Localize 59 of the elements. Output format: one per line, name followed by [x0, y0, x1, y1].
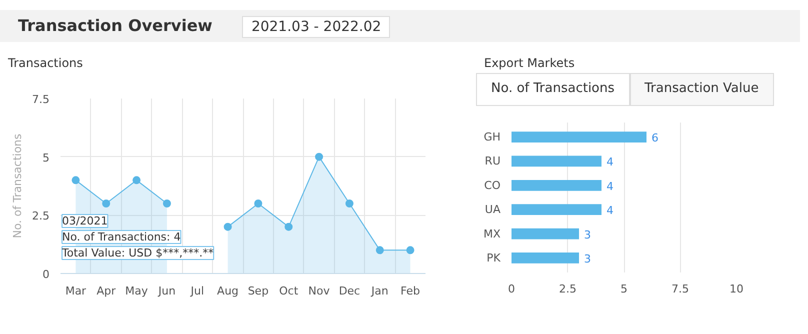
y-tick-label: RU	[484, 154, 501, 168]
bar	[512, 156, 602, 167]
point	[345, 200, 354, 208]
point	[72, 176, 80, 184]
data-label: 4	[606, 156, 614, 169]
y-tick-label: UA	[484, 203, 501, 216]
data-label: 3	[584, 228, 591, 242]
bar	[512, 180, 602, 191]
x-tick-label: Feb	[400, 284, 420, 298]
y-tick-label: PK	[486, 251, 502, 264]
x-tick-label: Jul	[190, 284, 204, 298]
point	[102, 200, 110, 208]
y-tick-label: MX	[483, 227, 501, 240]
x-tick-label: Aug	[217, 284, 239, 298]
y-axis-title: No. of Transactions	[11, 133, 24, 238]
y-tick-label: 7.5	[32, 93, 50, 106]
x-tick-label: Dec	[338, 284, 360, 298]
y-tick-label: CO	[484, 178, 501, 192]
point	[406, 246, 414, 254]
bar	[512, 252, 579, 264]
x-tick-label: Nov	[308, 284, 330, 298]
x-tick-label: 2.5	[559, 282, 577, 296]
text: No. of Transactions	[476, 73, 630, 106]
x-tick-label: 5	[620, 282, 628, 296]
annotation: 03/2021	[62, 214, 108, 228]
chart-title: Export Markets	[484, 55, 575, 72]
x-tick-label: Mar	[65, 284, 87, 298]
point	[376, 246, 384, 254]
chart-title: Transactions	[8, 55, 83, 72]
x-tick-label: Oct	[279, 284, 299, 298]
bar	[512, 204, 602, 216]
data-label: 6	[652, 132, 658, 145]
y-tick-label: GH	[484, 130, 500, 144]
y-tick-label: 2.5	[32, 210, 50, 223]
point	[132, 176, 141, 184]
bar	[512, 228, 579, 240]
text: Transaction Value	[630, 73, 774, 106]
y-tick-label: 0	[42, 268, 50, 281]
data-label: 3	[584, 252, 591, 266]
data-label: 4	[606, 204, 614, 218]
x-tick-label: Jan	[370, 284, 388, 298]
point	[162, 200, 171, 208]
bar	[512, 132, 646, 142]
y-tick-label: 5	[42, 151, 50, 164]
x-tick-label: Sep	[248, 284, 269, 298]
point	[315, 152, 324, 161]
x-tick-label: May	[125, 284, 148, 298]
x-tick-label: Jun	[157, 284, 176, 298]
text: 2021.03 - 2022.02	[242, 16, 390, 38]
point	[224, 222, 232, 231]
x-tick-label: 10	[730, 282, 744, 296]
text: Transaction Overview	[18, 16, 212, 35]
x-tick-label: 7.5	[672, 282, 690, 296]
annotation: No. of Transactions: 4	[62, 230, 181, 244]
data-label: 4	[606, 180, 614, 193]
point	[284, 222, 293, 231]
x-tick-label: 0	[508, 282, 515, 296]
x-tick-label: Apr	[96, 284, 116, 298]
point	[254, 200, 262, 208]
